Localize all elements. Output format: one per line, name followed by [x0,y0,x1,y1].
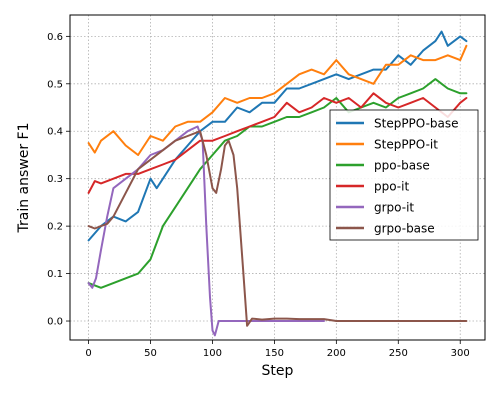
y-axis-label: Train answer F1 [16,122,32,233]
y-tick-label: 0.0 [47,317,63,328]
legend-entry: grpo-it [374,201,414,215]
y-tick-label: 0.4 [47,127,63,138]
series-line-grpo-it [87,125,325,337]
x-tick-label: 0 [85,348,91,359]
legend-entry: StepPPO-it [374,138,438,152]
plot-frame [69,14,486,341]
x-tick-label: 200 [327,348,346,359]
x-tick-label: 300 [451,348,470,359]
x-tick-label: 150 [265,348,284,359]
y-tick-label: 0.5 [47,79,63,90]
x-tick-label: 250 [389,348,408,359]
legend: StepPPO-base StepPPO-it ppo-base ppo-it grpo… [329,109,479,241]
y-tick-label: 0.6 [47,32,63,43]
x-tick-label: 50 [144,348,157,359]
legend-box [329,109,479,241]
axis-ticks: 0 50 100 150 200 250 300 0.0 0.1 0.2 0.3 0.4 0.5 0.6 [47,32,470,359]
x-axis-label: Step [262,363,294,379]
y-tick-label: 0.2 [47,222,63,233]
legend-entry: StepPPO-base [374,117,459,131]
y-tick-label: 0.1 [47,269,63,280]
series-lines [87,30,468,337]
series-line-stepppo-it [87,44,468,156]
series-line-ppo-base [87,78,468,289]
legend-entry: ppo-base [374,159,430,173]
series-line-ppo-it [87,92,468,194]
y-tick-label: 0.3 [47,174,63,185]
legend-entry: ppo-it [374,180,409,194]
x-tick-label: 100 [203,348,222,359]
grid [70,15,485,340]
series-line-grpo-base [87,130,468,327]
legend-entry: grpo-base [374,222,435,236]
